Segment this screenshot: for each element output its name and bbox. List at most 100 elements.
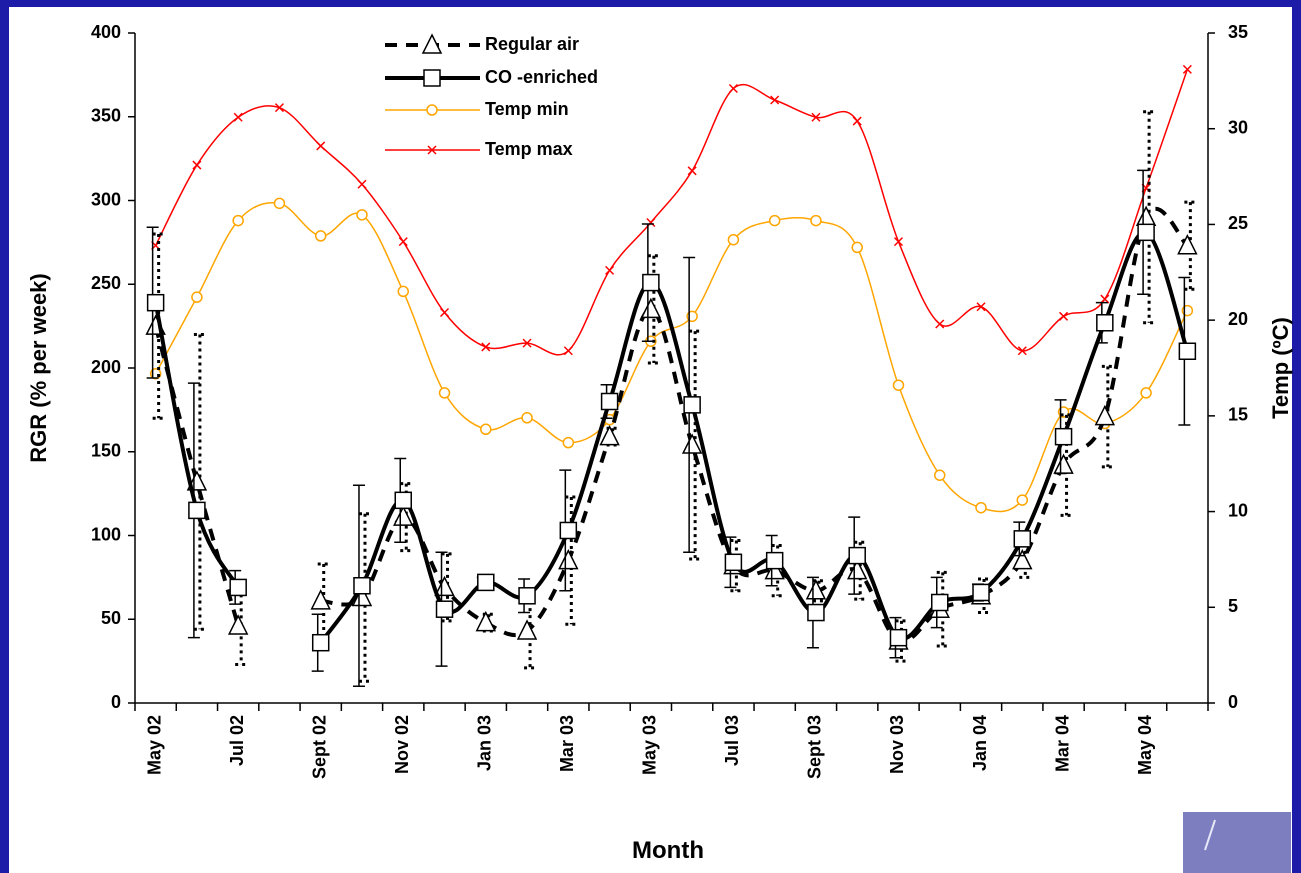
marker-x <box>605 265 615 275</box>
marker-x <box>728 83 738 94</box>
legend-label: CO -enriched <box>485 67 598 87</box>
legend-marker <box>426 104 438 116</box>
marker-x <box>563 346 573 356</box>
x-axis-title: Month <box>632 837 704 864</box>
marker-x <box>1182 64 1192 74</box>
marker-triangle <box>805 579 827 600</box>
marker-circle <box>562 436 575 449</box>
marker-circle <box>768 214 781 227</box>
marker-triangle <box>227 614 249 635</box>
marker-square <box>146 293 165 312</box>
marker-triangle <box>475 610 497 632</box>
marker-circle <box>521 412 533 424</box>
marker-x <box>1017 346 1027 356</box>
chart-background <box>9 7 1292 873</box>
photo-thumbnail <box>1183 812 1291 873</box>
y-tick-label: 200 <box>91 357 121 377</box>
legend-marker <box>427 145 437 155</box>
y-tick-label: 0 <box>111 692 121 712</box>
marker-square <box>683 396 701 414</box>
marker-triangle <box>599 424 620 446</box>
marker-x <box>233 112 243 122</box>
marker-triangle <box>764 558 785 580</box>
y-tick-label: 350 <box>91 106 121 126</box>
x-tick-label: Jan 03 <box>475 715 495 771</box>
x-tick-label: Nov 03 <box>887 715 907 774</box>
marker-circle <box>810 214 822 227</box>
x-tick-label: Jan 04 <box>970 715 990 771</box>
error-bar <box>895 619 908 663</box>
marker-circle <box>727 233 740 246</box>
x-tick-label: Mar 03 <box>557 715 577 772</box>
marker-square <box>1178 342 1197 360</box>
marker-x <box>811 112 821 122</box>
marker-x <box>976 302 986 312</box>
marker-square <box>353 577 371 595</box>
x-tick-label: Jul 02 <box>227 715 247 766</box>
x-tick-label: Nov 02 <box>392 715 412 774</box>
x-tick-label: Jul 03 <box>722 715 742 766</box>
marker-x <box>481 342 491 352</box>
x-tick-label: Sept 02 <box>309 715 329 779</box>
y-tick-label: 150 <box>91 441 121 461</box>
marker-circle <box>851 241 863 254</box>
marker-square <box>889 628 908 647</box>
y2-tick-label: 25 <box>1228 213 1248 233</box>
marker-x <box>1059 311 1069 321</box>
marker-x <box>192 160 202 170</box>
marker-triangle <box>846 558 868 580</box>
marker-triangle <box>393 505 414 526</box>
marker-x <box>1100 294 1110 304</box>
marker-x <box>316 141 326 151</box>
marker-square <box>229 578 247 597</box>
marker-x <box>357 179 367 189</box>
marker-triangle <box>558 548 579 570</box>
marker-square <box>1137 223 1155 242</box>
photo-detail <box>1204 819 1216 851</box>
marker-circle <box>975 501 987 514</box>
marker-square <box>724 553 743 572</box>
marker-square <box>642 273 660 292</box>
marker-square <box>931 593 949 612</box>
y2-tick-label: 20 <box>1228 309 1248 329</box>
marker-circle <box>397 285 409 298</box>
marker-triangle <box>1177 234 1198 255</box>
marker-square <box>188 501 206 520</box>
y2-tick-label: 5 <box>1228 596 1238 616</box>
marker-square <box>807 603 825 622</box>
marker-circle <box>191 291 203 303</box>
marker-triangle <box>1012 548 1033 570</box>
marker-x <box>770 95 780 105</box>
marker-square <box>972 583 990 602</box>
marker-x <box>274 103 284 113</box>
marker-square <box>559 521 578 540</box>
marker-circle <box>438 387 451 399</box>
marker-square <box>394 491 412 510</box>
legend-marker <box>423 69 441 87</box>
marker-square <box>1054 427 1073 446</box>
marker-circle <box>892 379 905 391</box>
marker-circle <box>356 209 368 221</box>
y2-axis-title: Temp (ºC) <box>1268 317 1293 419</box>
y2-tick-label: 0 <box>1228 692 1238 712</box>
y-tick-label: 50 <box>101 608 121 628</box>
marker-circle <box>934 469 946 481</box>
marker-x <box>687 166 697 176</box>
marker-circle <box>232 214 244 227</box>
x-tick-label: Mar 04 <box>1052 715 1072 772</box>
y2-tick-label: 15 <box>1228 405 1248 425</box>
marker-triangle <box>310 589 331 610</box>
y-tick-label: 400 <box>91 22 121 42</box>
marker-square <box>311 633 330 652</box>
series-line <box>153 230 1190 644</box>
marker-triangle <box>640 297 662 319</box>
error-bar <box>441 552 454 623</box>
marker-square <box>1096 314 1114 332</box>
marker-square <box>435 600 454 618</box>
marker-square <box>848 546 866 565</box>
legend-label: Temp max <box>485 139 573 159</box>
error-bar <box>358 512 371 683</box>
x-tick-label: Sept 03 <box>805 715 825 779</box>
marker-triangle <box>1094 404 1116 426</box>
